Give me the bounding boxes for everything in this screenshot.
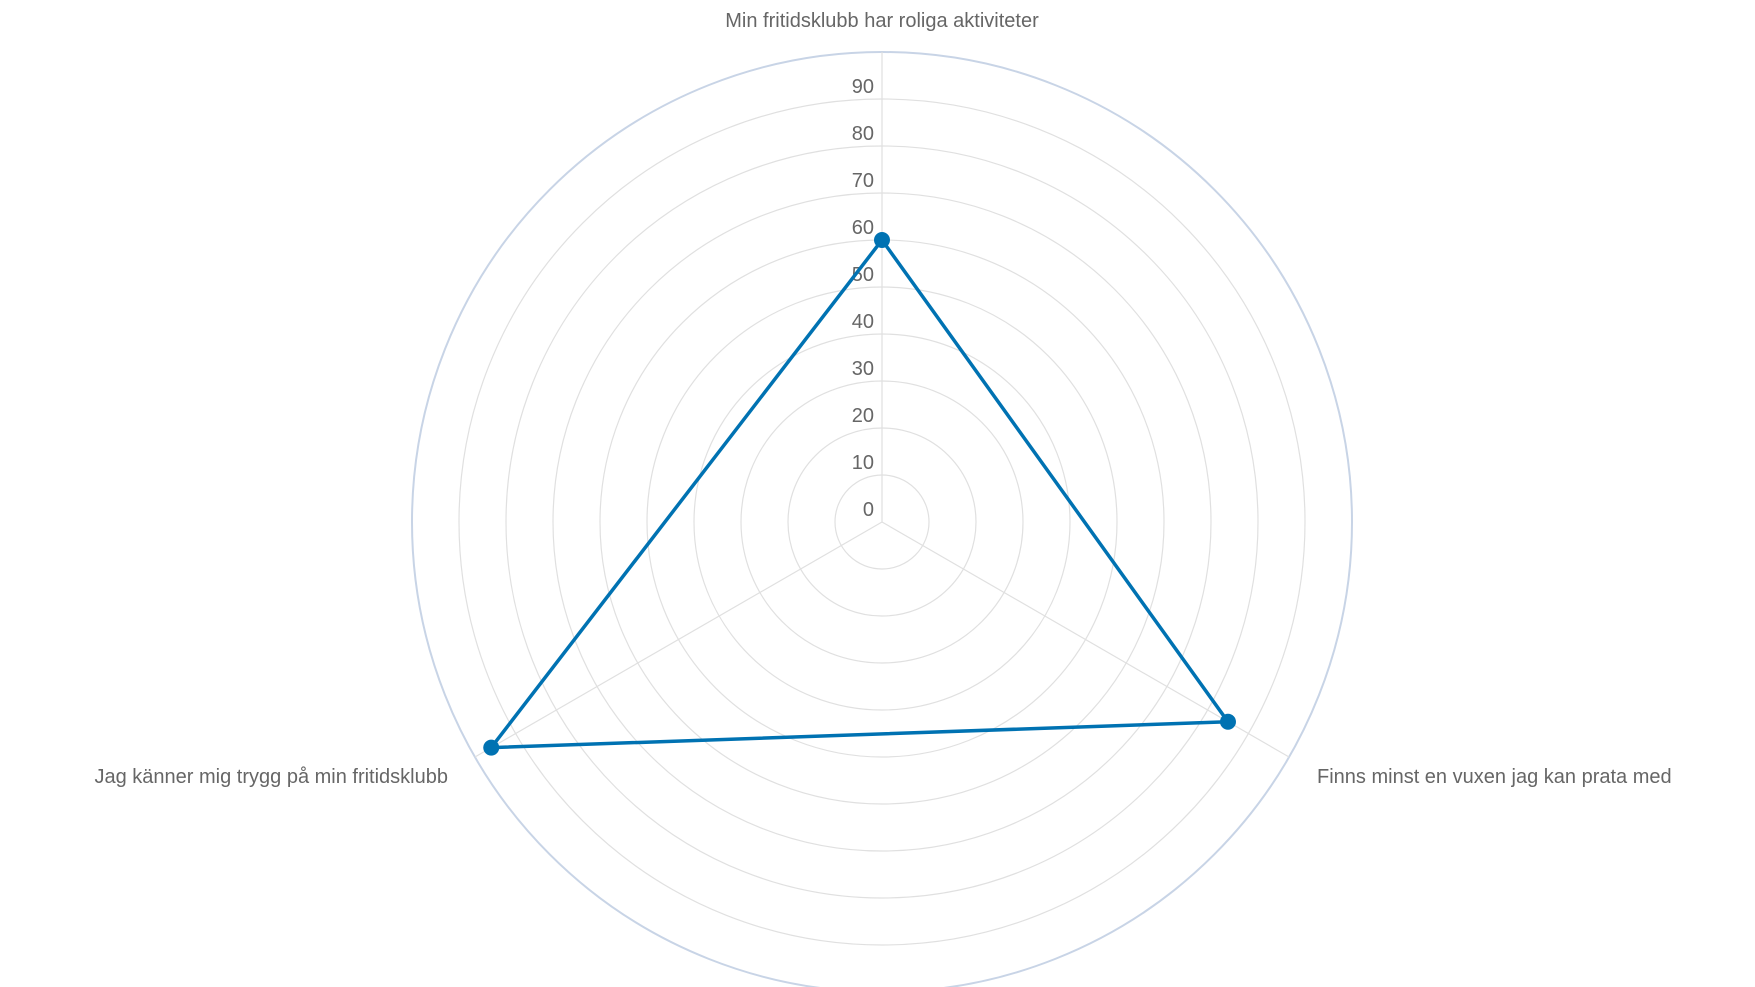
tick-label: 10 xyxy=(852,452,874,474)
spoke-line xyxy=(474,521,883,758)
tick-label: 40 xyxy=(852,311,874,333)
tick-label: 30 xyxy=(852,358,874,380)
category-label: Jag känner mig trygg på min fritidsklubb xyxy=(95,766,449,788)
grid-layer xyxy=(411,51,1353,987)
category-label: Min fritidsklubb har roliga aktiviteter xyxy=(725,10,1039,32)
tick-label: 80 xyxy=(852,123,874,145)
tick-label: 60 xyxy=(852,217,874,239)
axis-labels: Min fritidsklubb har roliga aktiviteter F… xyxy=(95,10,1672,788)
tick-label: 0 xyxy=(863,499,874,521)
series-layer xyxy=(483,232,1236,756)
data-point[interactable] xyxy=(1219,713,1236,730)
data-point[interactable] xyxy=(874,232,890,248)
tick-label: 70 xyxy=(852,170,874,192)
category-label: Finns minst en vuxen jag kan prata med xyxy=(1317,766,1672,788)
tick-label: 90 xyxy=(852,76,874,98)
tick-label: 20 xyxy=(852,405,874,427)
data-point[interactable] xyxy=(483,739,500,756)
series-line xyxy=(489,238,1230,750)
